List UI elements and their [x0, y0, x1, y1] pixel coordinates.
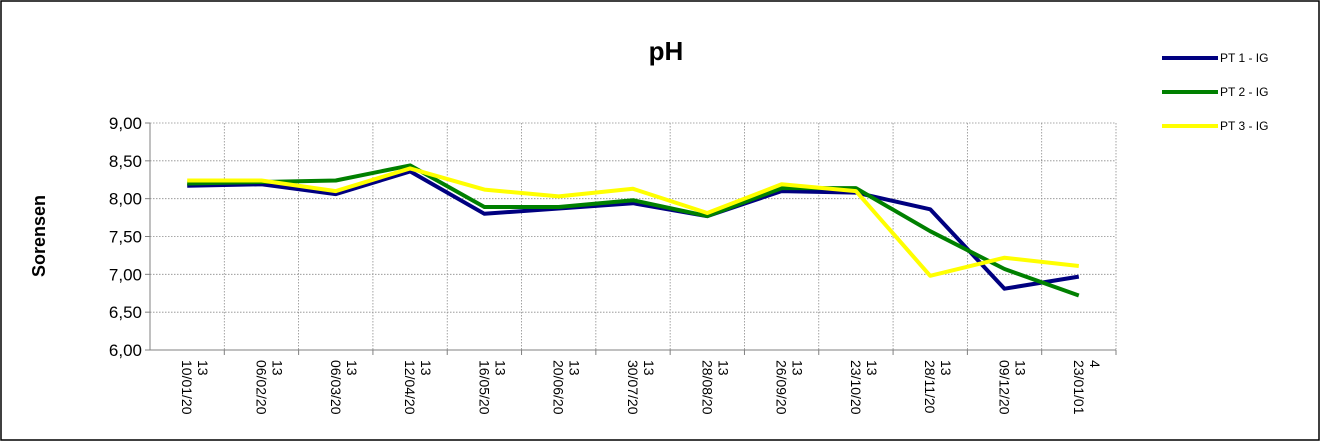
y-tick-label: 7,50: [109, 228, 142, 247]
x-tick-labels: 10/01/20 13 06/02/20 13 06/03/20 13 12/04/20 13…: [179, 360, 1103, 415]
series-lines: [187, 163, 1080, 298]
x-tick-label: 23/01/01 4: [1071, 360, 1103, 415]
x-tick-label: 20/06/20 13: [551, 360, 583, 415]
x-tick-label: 10/01/20 13: [179, 360, 211, 415]
x-tick-label-line: 26/09/20: [774, 360, 790, 415]
y-tick-label: 6,50: [109, 303, 142, 322]
x-tick-label-line: 13: [864, 360, 880, 376]
x-tick-label-line: 06/03/20: [328, 360, 344, 415]
legend-label: PT 2 - IG: [1220, 85, 1268, 99]
y-axis-label: Sorensen: [29, 195, 49, 277]
x-tick-label-line: 13: [567, 360, 583, 376]
x-tick-label: 12/04/20 13: [402, 360, 434, 415]
x-tick-label: 28/11/20 13: [922, 360, 954, 414]
x-tick-label: 06/03/20 13: [328, 360, 360, 415]
x-tick-label-line: 4: [1087, 360, 1103, 368]
x-tick-label: 09/12/20 13: [997, 360, 1029, 415]
series-line: [187, 163, 1080, 298]
x-tick-label-line: 09/12/20: [997, 360, 1013, 415]
x-tick-label-line: 13: [1013, 360, 1029, 376]
x-tick-label-line: 20/06/20: [551, 360, 567, 415]
x-tick-label-line: 30/07/20: [625, 360, 641, 415]
x-tick-label-line: 16/05/20: [476, 360, 492, 415]
series-line: [187, 169, 1080, 291]
x-tick-label: 26/09/20 13: [774, 360, 806, 415]
legend: PT 1 - IG PT 2 - IG PT 3 - IG: [1162, 51, 1268, 133]
x-tick-label-line: 13: [344, 360, 360, 376]
y-tick-label: 8,50: [109, 152, 142, 171]
y-tick-label: 8,00: [109, 190, 142, 209]
x-tick-label-line: 06/02/20: [253, 360, 269, 415]
x-tick-label: 16/05/20 13: [476, 360, 508, 415]
x-tick-label-line: 23/10/20: [848, 360, 864, 415]
legend-label: PT 1 - IG: [1220, 51, 1268, 65]
x-tick-label-line: 13: [269, 360, 285, 376]
x-tick-label: 23/10/20 13: [848, 360, 880, 415]
x-tick-label-line: 13: [938, 360, 954, 376]
x-tick-label-line: 23/01/01: [1071, 360, 1087, 415]
x-tick-label-line: 13: [492, 360, 508, 376]
series-line: [187, 166, 1080, 278]
x-tick-label-line: 13: [418, 360, 434, 376]
x-tick-label: 28/08/20 13: [699, 360, 731, 415]
x-tick-label-line: 13: [195, 360, 211, 376]
x-tick-label-line: 28/11/20: [922, 360, 938, 414]
legend-label: PT 3 - IG: [1220, 119, 1268, 133]
axes: [145, 122, 1117, 355]
y-tick-labels: 6,00 6,50 7,00 7,50 8,00 8,50 9,00: [109, 114, 142, 360]
y-tick-label: 7,00: [109, 265, 142, 284]
x-tick-label-line: 13: [790, 360, 806, 376]
y-tick-label: 9,00: [109, 114, 142, 133]
x-tick-label-line: 10/01/20: [179, 360, 195, 415]
x-tick-label: 30/07/20 13: [625, 360, 657, 415]
x-tick-label-line: 13: [641, 360, 657, 376]
x-tick-label-line: 28/08/20: [699, 360, 715, 415]
x-tick-label-line: 12/04/20: [402, 360, 418, 415]
x-tick-label-line: 13: [715, 360, 731, 376]
y-tick-label: 6,00: [109, 341, 142, 360]
x-tick-label: 06/02/20 13: [253, 360, 285, 415]
chart-title: pH: [649, 36, 684, 66]
